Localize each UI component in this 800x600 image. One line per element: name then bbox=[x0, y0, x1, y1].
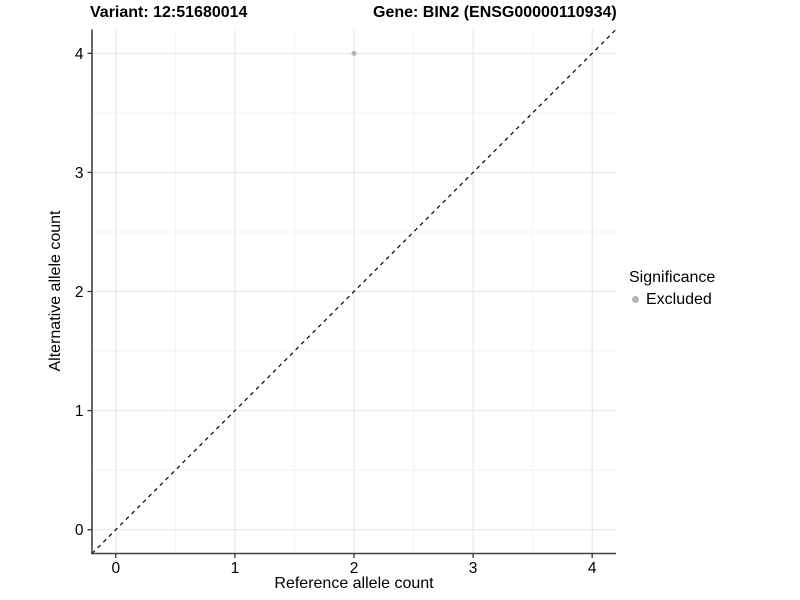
y-tick-label: 4 bbox=[75, 46, 84, 63]
legend-item-excluded: Excluded bbox=[629, 290, 715, 309]
y-tick-label: 2 bbox=[75, 284, 84, 301]
identity-reference-line bbox=[91, 29, 617, 554]
legend-item-label: Excluded bbox=[646, 291, 712, 308]
excluded-point-swatch-icon bbox=[632, 296, 639, 303]
x-axis-label: Reference allele count bbox=[274, 575, 434, 592]
x-tick-label: 3 bbox=[469, 560, 478, 577]
y-axis-label: Alternative allele count bbox=[47, 210, 64, 372]
data-point-excluded bbox=[351, 50, 357, 56]
y-tick-label: 1 bbox=[75, 403, 84, 420]
plot-title-variant: Variant: 12:51680014 bbox=[90, 4, 248, 21]
x-tick-label: 0 bbox=[112, 560, 121, 577]
y-tick-label: 0 bbox=[75, 522, 84, 539]
legend: Significance Excluded bbox=[629, 268, 715, 309]
plot-title-gene: Gene: BIN2 (ENSG00000110934) bbox=[373, 4, 617, 21]
x-tick-label: 1 bbox=[231, 560, 240, 577]
x-tick-label: 4 bbox=[588, 560, 597, 577]
x-tick-label: 2 bbox=[350, 560, 359, 577]
legend-title: Significance bbox=[629, 269, 716, 286]
y-tick-label: 3 bbox=[75, 165, 84, 182]
